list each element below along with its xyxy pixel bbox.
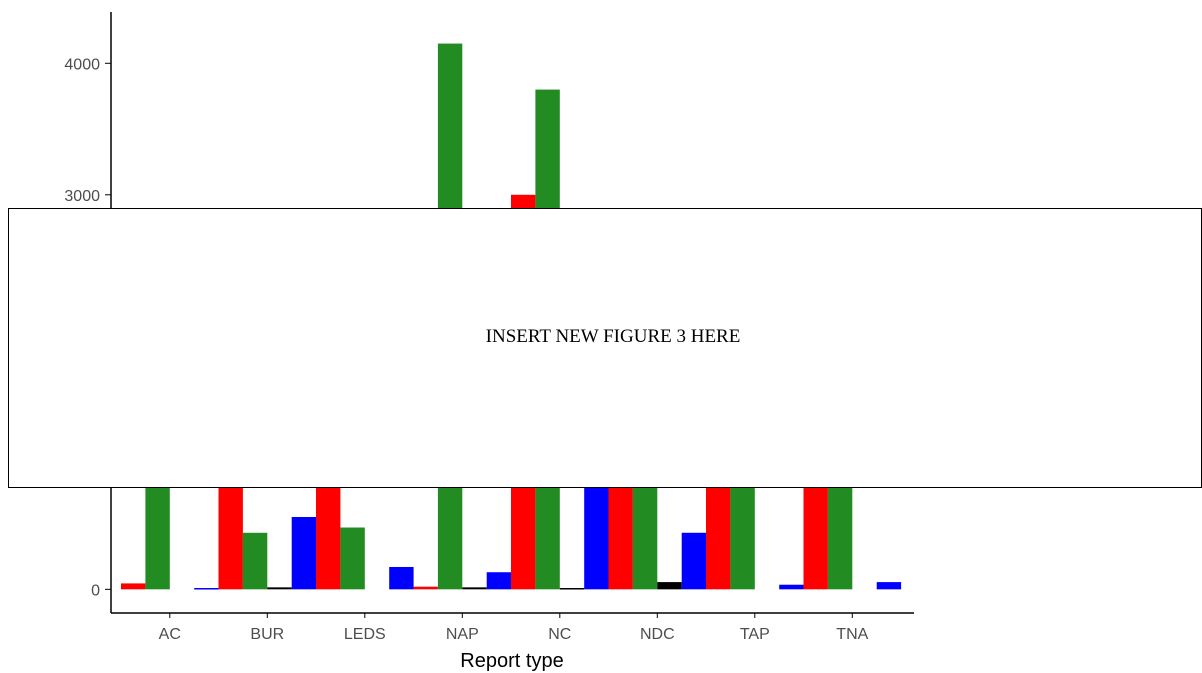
bar-leds-3 xyxy=(389,566,414,590)
bar-bur-1 xyxy=(242,532,268,590)
bar-nap-0 xyxy=(413,586,438,590)
bar-leds-1 xyxy=(340,527,365,590)
bar-ndc-3 xyxy=(681,532,707,590)
bar-ac-3 xyxy=(194,588,219,590)
bar-tap-3 xyxy=(779,584,804,590)
y-ticks: 0 3000 4000 xyxy=(64,56,111,599)
bar-tna-3 xyxy=(876,582,902,590)
bar-bur-2 xyxy=(267,587,292,590)
x-ticks: AC BUR LEDS NAP NC NDC TAP TNA xyxy=(159,613,869,643)
x-axis-title: Report type xyxy=(460,650,563,672)
x-tick-label: NC xyxy=(548,626,571,643)
x-tick-label: TNA xyxy=(836,626,868,643)
x-tick-label: NAP xyxy=(446,626,479,643)
bar-ndc-2 xyxy=(657,582,682,590)
x-tick-label: LEDS xyxy=(344,626,386,643)
bar-nap-3 xyxy=(486,572,512,590)
x-tick-label: AC xyxy=(159,626,181,643)
figure-placeholder-text: INSERT NEW FIGURE 3 HERE xyxy=(485,326,741,347)
y-tick-label: 0 xyxy=(91,582,100,599)
bar-ac-0 xyxy=(121,583,146,590)
x-tick-label: NDC xyxy=(640,626,675,643)
bar-nap-2 xyxy=(462,587,487,590)
x-tick-label: TAP xyxy=(740,626,770,643)
bar-nc-2 xyxy=(559,588,585,590)
bar-bur-3 xyxy=(291,516,317,590)
y-tick-label: 3000 xyxy=(64,188,100,205)
y-tick-label: 4000 xyxy=(64,56,100,73)
x-tick-label: BUR xyxy=(250,626,284,643)
figure-placeholder-box: INSERT NEW FIGURE 3 HERE xyxy=(8,208,1202,488)
